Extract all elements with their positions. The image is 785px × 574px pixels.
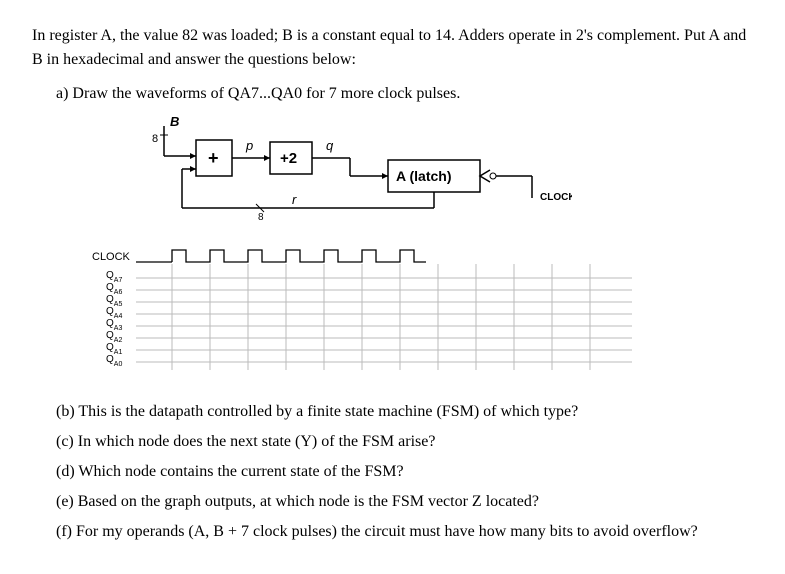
- bus-8-r: 8: [258, 212, 264, 223]
- question-f: (f) For my operands (A, B + 7 clock puls…: [56, 520, 753, 544]
- intro-text: In register A, the value 82 was loaded; …: [32, 24, 753, 72]
- question-c: (c) In which node does the next state (Y…: [56, 430, 753, 454]
- waveform-grid: CLOCK QA7 QA6 QA5 QA4 QA3 QA2 QA1 QA0: [92, 244, 753, 382]
- label-B: B: [170, 114, 179, 129]
- datapath-diagram: B 8 + p +2 q A (latch) CLOCK r 8: [92, 114, 753, 232]
- label-p: p: [245, 138, 253, 153]
- question-b: (b) This is the datapath controlled by a…: [56, 400, 753, 424]
- question-e: (e) Based on the graph outputs, at which…: [56, 490, 753, 514]
- bus-8-B: 8: [152, 133, 158, 145]
- plus2-box: +2: [280, 150, 297, 167]
- label-r: r: [292, 192, 297, 207]
- svg-text:QA0: QA0: [106, 354, 122, 368]
- label-A: A (latch): [396, 168, 451, 184]
- label-q: q: [326, 138, 334, 153]
- clock-row-label: CLOCK: [92, 251, 131, 263]
- clock-label-small: CLOCK: [540, 192, 572, 203]
- question-a: a) Draw the waveforms of QA7...QA0 for 7…: [56, 82, 753, 106]
- adder-plus: +: [208, 148, 219, 168]
- question-d: (d) Which node contains the current stat…: [56, 460, 753, 484]
